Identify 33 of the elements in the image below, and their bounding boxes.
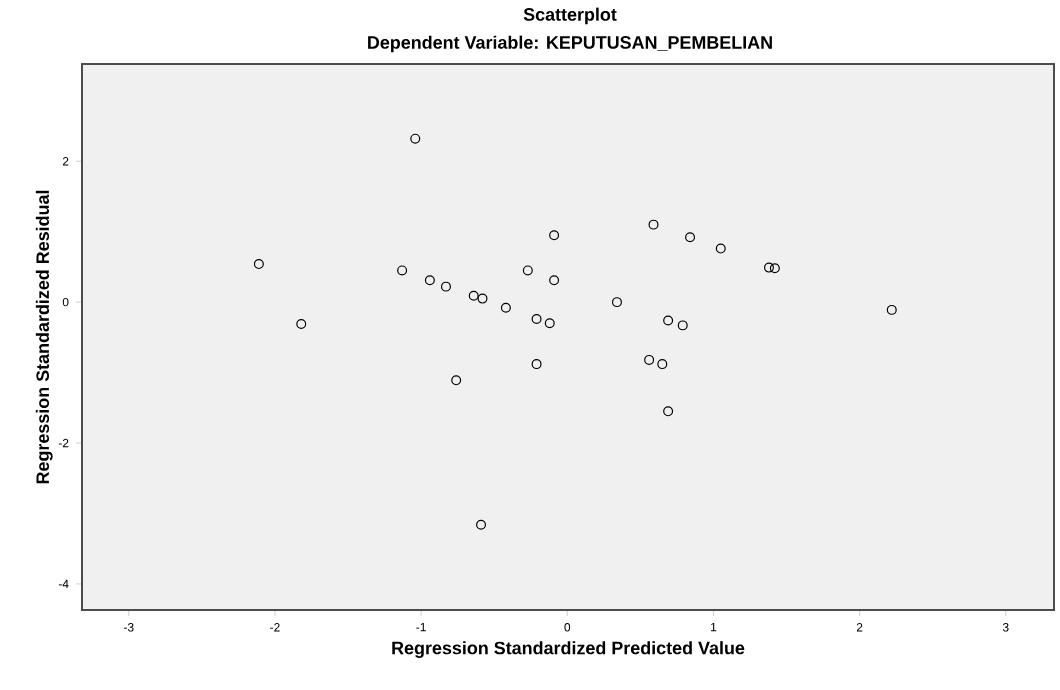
point	[611, 297, 622, 308]
x-axis-title: Regression Standardized Predicted Value	[392, 641, 745, 658]
y-axis-title: Regression Standardized Residual	[35, 190, 53, 484]
point	[500, 302, 511, 313]
point	[677, 320, 688, 331]
point	[663, 315, 674, 326]
point	[657, 359, 668, 370]
point	[769, 263, 780, 274]
point	[253, 259, 264, 270]
point	[468, 290, 479, 301]
point	[397, 265, 408, 276]
point	[451, 375, 462, 386]
point	[424, 275, 435, 286]
point	[477, 293, 488, 304]
point	[476, 519, 487, 530]
point	[531, 314, 542, 325]
point	[648, 219, 659, 230]
point	[644, 354, 655, 365]
point	[886, 304, 897, 315]
point	[531, 359, 542, 370]
point	[549, 230, 560, 241]
point	[549, 275, 560, 286]
chart-title: Scatterplot	[523, 7, 617, 25]
point	[715, 243, 726, 254]
point	[410, 133, 421, 144]
chart-subtitle: Dependent Variable: KEPUTUSAN_PEMBELIAN	[368, 35, 772, 53]
point	[522, 265, 533, 276]
point	[663, 406, 674, 417]
point	[763, 262, 774, 273]
point	[440, 281, 451, 292]
point	[685, 232, 696, 243]
point	[296, 318, 307, 329]
point	[544, 318, 555, 329]
